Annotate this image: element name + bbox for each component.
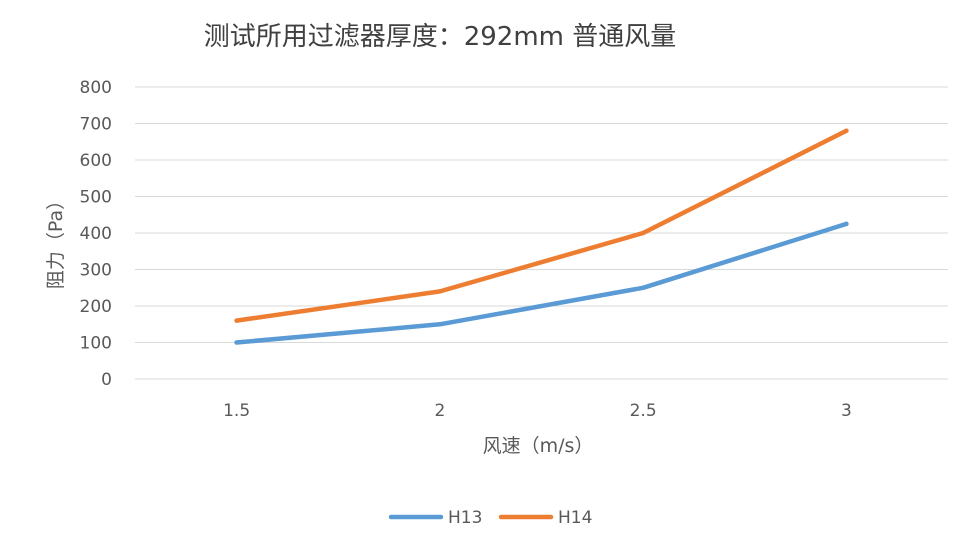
- series-line-h14: [234, 128, 849, 323]
- y-tick-label: 600: [80, 151, 112, 171]
- data-point-h13: [844, 221, 849, 227]
- data-point-h13: [640, 285, 646, 290]
- y-tick-label: 300: [80, 261, 112, 281]
- data-point-h14: [437, 289, 443, 294]
- y-tick-label: 100: [80, 334, 112, 354]
- chart-title: 测试所用过滤器厚度：292mm 普通风量: [204, 22, 677, 52]
- y-tick-label: 700: [80, 115, 112, 135]
- gridlines: [135, 86, 948, 380]
- y-tick-label: 400: [80, 224, 112, 244]
- series-line-h13: [234, 221, 849, 345]
- data-point-h14: [640, 230, 646, 236]
- data-point-h14: [844, 128, 849, 133]
- data-point-h13: [437, 322, 443, 327]
- data-point-h14: [234, 318, 239, 323]
- legend: H13 H14: [388, 508, 592, 528]
- series-lines: [234, 128, 849, 345]
- x-tick-label: 1.5: [223, 401, 250, 421]
- x-tick-label: 3: [841, 401, 852, 421]
- legend-label-h14: H14: [558, 508, 592, 528]
- y-axis-ticks: 0 100 200 300 400 500 600 700 800: [80, 78, 112, 390]
- y-tick-label: 800: [80, 78, 112, 98]
- legend-label-h13: H13: [448, 508, 482, 528]
- x-tick-label: 2: [434, 401, 445, 421]
- x-tick-label: 2.5: [630, 401, 657, 421]
- y-tick-label: 200: [80, 297, 112, 317]
- data-point-h13: [234, 340, 239, 345]
- x-axis-label: 风速（m/s）: [483, 435, 594, 457]
- y-tick-label: 500: [80, 188, 112, 208]
- x-axis-ticks: 1.5 2 2.5 3: [223, 401, 852, 421]
- y-axis-label: 阻力（Pa）: [45, 191, 67, 289]
- y-tick-label: 0: [101, 370, 112, 390]
